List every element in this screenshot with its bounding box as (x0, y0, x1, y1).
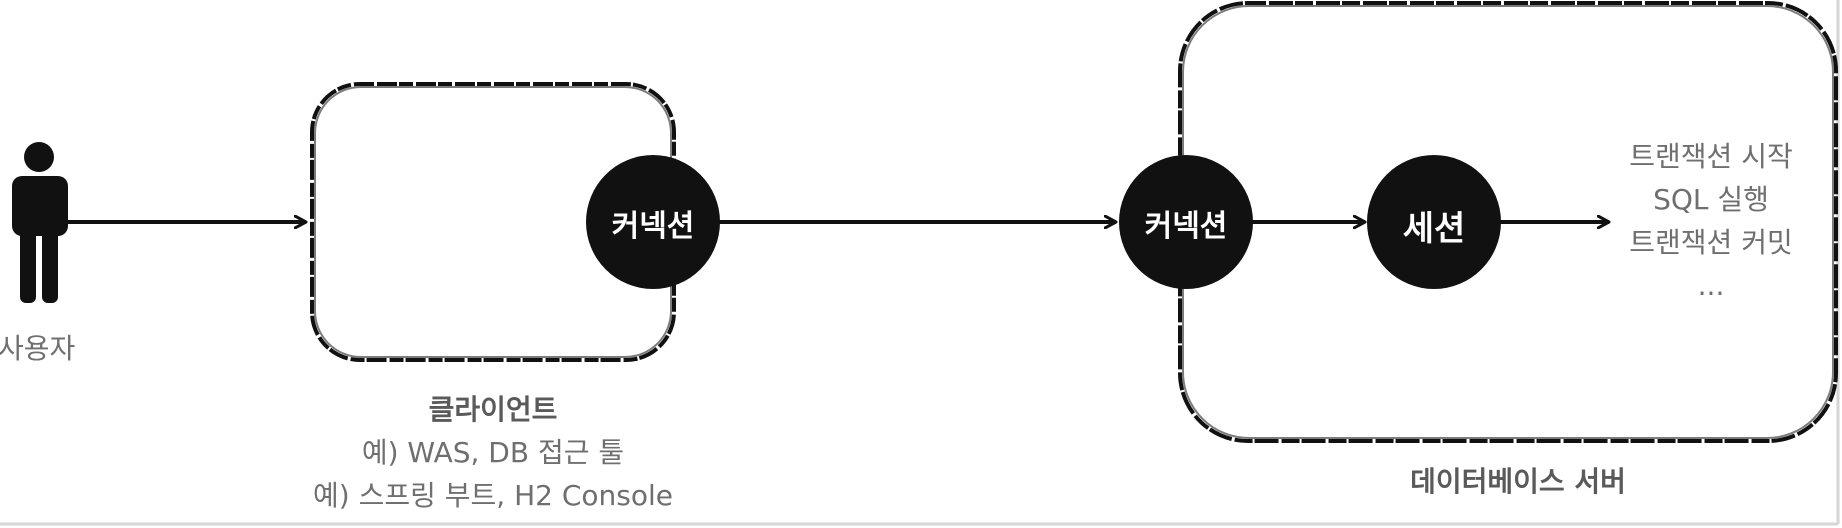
client-example-2: 예) 스프링 부트, H2 Console (273, 477, 713, 515)
session-action-ellipsis: ... (1596, 267, 1826, 305)
client-example-1: 예) WAS, DB 접근 툴 (293, 434, 693, 472)
session-label: 세션 (1367, 201, 1501, 250)
database-server-title: 데이터베이스 서버 (1318, 463, 1718, 501)
user-label: 사용자 (0, 330, 75, 368)
db-connection-label: 커넥션 (1119, 201, 1253, 245)
session-action-sql: SQL 실행 (1596, 181, 1826, 219)
session-action-commit: 트랜잭션 커밋 (1596, 224, 1826, 262)
session-action-start: 트랜잭션 시작 (1596, 138, 1826, 176)
client-title: 클라이언트 (293, 391, 693, 429)
client-connection-label: 커넥션 (586, 201, 720, 245)
